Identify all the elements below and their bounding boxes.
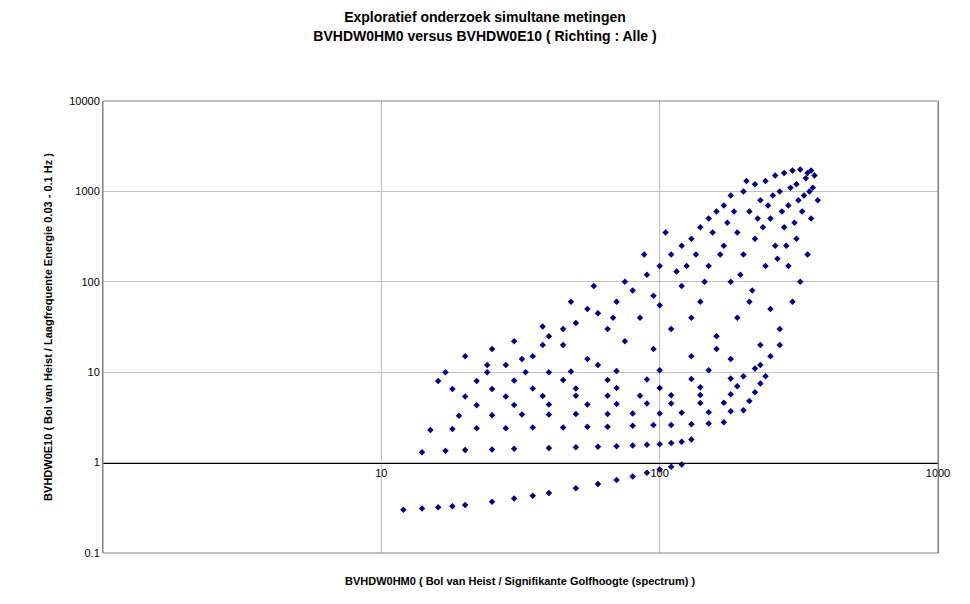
svg-text:100: 100 xyxy=(81,276,99,288)
svg-text:1000: 1000 xyxy=(926,467,950,479)
svg-text:1: 1 xyxy=(94,456,100,468)
svg-text:BVHDW0E10 ( Bol van Heist / La: BVHDW0E10 ( Bol van Heist / Laagfrequent… xyxy=(42,153,54,501)
svg-text:10000: 10000 xyxy=(69,95,100,107)
svg-text:10: 10 xyxy=(88,366,100,378)
svg-text:0.1: 0.1 xyxy=(85,547,100,559)
svg-text:BVHDW0HM0 ( Bol van Heist / Si: BVHDW0HM0 ( Bol van Heist / Signifikante… xyxy=(345,575,696,587)
svg-text:10: 10 xyxy=(375,467,387,479)
svg-text:100: 100 xyxy=(650,467,668,479)
svg-text:Exploratief onderzoek simultan: Exploratief onderzoek simultane metingen… xyxy=(313,9,656,43)
svg-text:1000: 1000 xyxy=(75,185,99,197)
